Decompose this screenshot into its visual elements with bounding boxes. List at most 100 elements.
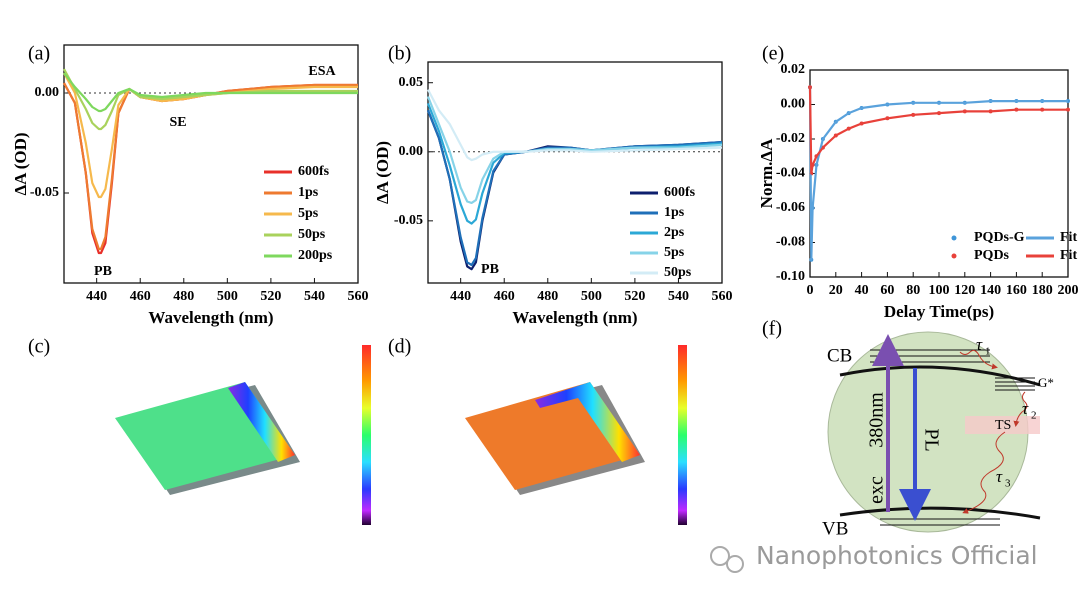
panel-label: (e) [762,43,784,65]
y-axis-label: ΔA (OD) [373,141,392,204]
y-tick-label: 0.00 [35,85,60,100]
y-tick-label: -0.10 [776,269,805,284]
legend-label: 5ps [664,245,685,260]
x-tick-label: 180 [1032,283,1053,298]
panel-label: (b) [388,43,411,65]
legend-label: 1ps [298,185,319,200]
x-tick-label: 20 [829,283,843,298]
legend-label: 5ps [298,206,319,221]
series-line [427,89,723,162]
surface-ridge [228,382,295,462]
vb-band [839,506,1041,520]
plot-frame [63,44,359,284]
excitation-label: 380nm [866,392,888,448]
colorbar [678,345,687,525]
legend-label: PQDs-G [974,230,1025,245]
y-tick-label: -0.06 [776,200,805,215]
tau1-label: τ [976,335,983,354]
tau2-arrow [1013,391,1028,427]
panel-label: (a) [28,43,50,65]
energy-diagram: (f) CB VB 380nm exc PL τ 1 τ 2 τ 3 G* TS [762,318,1054,540]
panel-label: (c) [28,336,50,358]
series-line [808,87,1068,175]
charts: (a) 440 460 480 500 520 540 560 0.00 -0.05 Wavelen… [11,43,1079,327]
annotation: PB [481,262,499,277]
legend-label: Fit [1060,230,1077,245]
cb-label: CB [827,345,852,366]
x-tick-label: 0 [807,283,814,298]
series-line [63,82,358,251]
legend-marker [951,235,957,241]
annotation: SE [169,115,186,130]
x-tick-label: 100 [929,283,950,298]
x-axis-label: Wavelength (nm) [512,308,637,327]
y-tick-label: -0.04 [776,166,805,181]
y-tick-label: -0.05 [30,185,59,200]
panel-label: (f) [762,318,782,340]
x-tick-label: 480 [173,289,194,304]
x-tick-label: 560 [348,289,369,304]
legend-label: 600fs [664,185,696,200]
x-tick-label: 160 [1006,283,1027,298]
ts-label: TS [995,418,1011,433]
legend-label: 50ps [664,265,692,280]
x-tick-label: 460 [494,289,515,304]
panel-label: (d) [388,336,411,358]
y-tick-label: 0.00 [781,97,806,112]
x-tick-label: 200 [1058,283,1079,298]
legend-label: PQDs [974,248,1010,263]
legend-label: 50ps [298,227,326,242]
ts-box [965,416,1040,434]
vb-label: VB [822,518,848,539]
annotation: ESA [308,64,336,79]
surface-ridge [535,382,640,462]
y-tick-label: -0.05 [394,213,423,228]
tau3-label: τ [996,467,1003,486]
plot-frame [427,61,723,284]
x-axis-label: Wavelength (nm) [148,308,273,327]
series-line [426,96,723,204]
x-tick-label: 140 [980,283,1001,298]
x-tick-label: 520 [260,289,281,304]
y-tick-label: 0.00 [399,144,424,159]
x-tick-label: 440 [450,289,471,304]
x-tick-label: 520 [624,289,645,304]
tau2-label: τ [1022,399,1029,418]
series-line [808,87,1068,261]
watermark: Nanophotonics Official [710,541,1038,573]
tau1-arrow [959,349,998,370]
annotation: PB [94,264,112,279]
series-line [63,72,358,113]
legend-label: 2ps [664,225,685,240]
legend-marker [951,253,957,259]
tau3-arrow [962,431,1006,514]
y-axis-label: Norm.ΔA [757,138,776,208]
legend-label: 600fs [298,164,330,179]
y-tick-label: -0.08 [776,235,805,250]
x-tick-label: 120 [954,283,975,298]
x-tick-label: 540 [668,289,689,304]
watermark-text: Nanophotonics Official [756,541,1038,570]
tau2-sub: 2 [1031,410,1037,422]
y-tick-label: 0.02 [781,62,806,77]
pl-label: PL [920,428,942,451]
tau1-sub: 1 [985,346,991,358]
exc-label: exc [866,476,888,504]
gstar-label: G* [1038,375,1054,390]
x-tick-label: 60 [880,283,894,298]
x-tick-label: 540 [304,289,325,304]
legend-label: 1ps [664,205,685,220]
surface-plot-d: (d) [388,336,687,525]
x-tick-label: 560 [712,289,733,304]
tau3-sub: 3 [1005,478,1011,490]
legend-label: Fit [1060,248,1077,263]
x-tick-label: 480 [537,289,558,304]
x-tick-label: 460 [130,289,151,304]
x-axis-label: Delay Time(ps) [884,302,994,321]
y-tick-label: -0.02 [776,131,805,146]
x-tick-label: 500 [581,289,602,304]
x-tick-label: 40 [855,283,869,298]
surface-plot-c: (c) [28,336,371,525]
legend-label: 200ps [298,248,333,263]
